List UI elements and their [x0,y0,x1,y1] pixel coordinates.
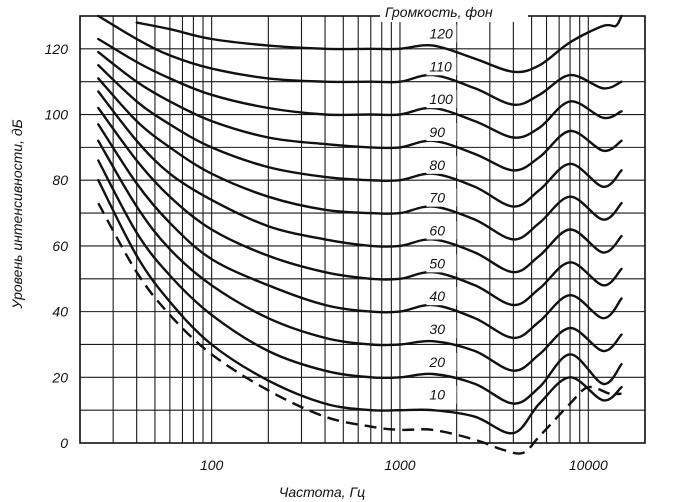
x-axis-title: Частота, Гц [279,484,365,500]
loudness-curve-120 [135,14,623,74]
curve-label: 10 [429,387,445,403]
title-background [380,2,528,22]
contour-curves: 10 20 30 40 50 60 70 80 90 100 110 120 [97,14,623,455]
x-tick-label: 1000 [384,457,415,473]
y-tick-label: 0 [60,435,68,451]
curve-label-background [426,352,457,371]
curve-label-background [426,24,457,43]
loudness-curve-70 [97,77,623,241]
hearing-threshold-line [97,202,622,455]
loudness-curve-100 [97,37,623,139]
y-tick-label: 80 [52,172,68,188]
x-tick-label: 100 [200,457,224,473]
curve-label: 20 [428,354,445,370]
curve-label-background [426,90,457,109]
chart-title: Громкость, фон [385,4,493,20]
curve-label: 60 [429,223,445,239]
curve-label-background [426,320,457,339]
curve-label: 100 [429,91,453,107]
curve-label: 110 [429,58,452,74]
y-tick-label: 120 [45,41,69,57]
curve-label-background [426,254,457,273]
y-tick-label: 100 [45,107,69,123]
curve-label-background [426,188,457,207]
loudness-curve-90 [97,50,623,172]
y-tick-label: 20 [51,369,68,385]
curve-label-background [426,57,457,76]
curve-label: 50 [429,255,445,271]
y-tick-label: 60 [52,238,68,254]
loudness-curve-20 [97,159,623,405]
curve-label: 120 [429,25,453,41]
curve-label-background [426,385,457,404]
curve-label-background [426,221,457,240]
plot-frame [79,15,646,444]
loudness-curve-80 [97,64,623,208]
loudness-curve-60 [97,90,623,274]
curve-label: 80 [429,157,445,173]
loudness-curve-40 [97,123,623,340]
loudness-curve-110 [97,14,623,106]
curve-label: 40 [429,288,445,304]
curve-label-background [426,122,457,141]
curve-label: 70 [429,190,445,206]
loudness-curve-30 [97,139,623,372]
curve-label-background [426,155,457,174]
curve-label: 30 [429,321,445,337]
y-tick-label: 40 [52,304,68,320]
loudness-curve-10 [97,179,623,435]
y-axis-title: Уровень интенсивности, дБ [9,119,25,309]
loudness-curve-50 [97,106,623,307]
curve-label-background [426,287,457,306]
x-tick-label: 10000 [569,457,608,473]
tick-labels: 0 20 40 60 80 100 120 100 1000 10000 [45,41,608,473]
curve-label: 90 [429,124,445,140]
